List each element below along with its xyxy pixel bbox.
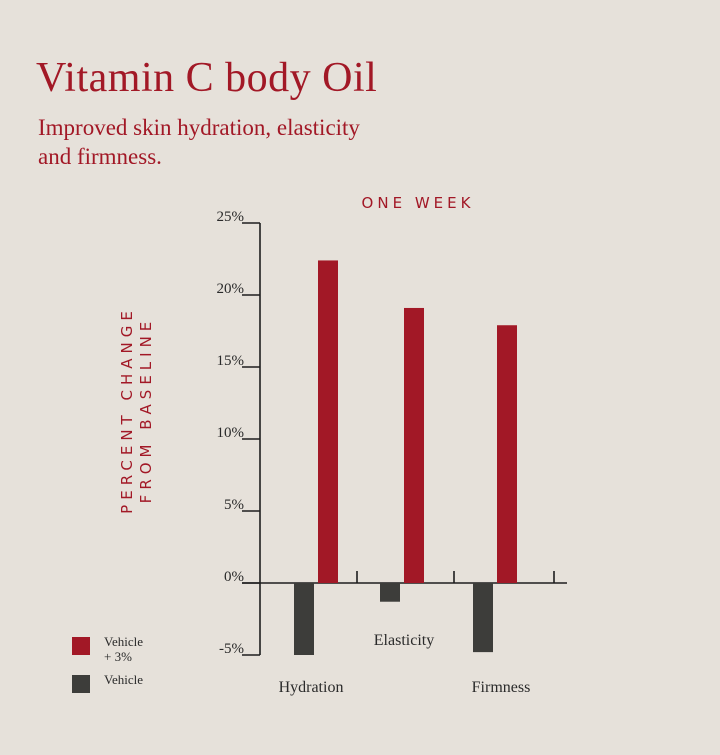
y-tick-label: -5% — [219, 641, 244, 657]
bar-hydration-vehicle — [294, 583, 314, 655]
legend-swatch-vehicle-3pct — [72, 637, 90, 655]
legend-label-vehicle: Vehicle — [104, 672, 143, 687]
x-category-label-elasticity: Elasticity — [374, 632, 434, 649]
y-tick-label: 5% — [224, 497, 244, 513]
bar-firmness-vehicle-3pct — [497, 325, 517, 583]
bar-elasticity-vehicle-3pct — [404, 307, 424, 583]
legend-label-vehicle-3pct: Vehicle + 3% — [104, 634, 143, 664]
bar-elasticity-vehicle — [380, 583, 400, 602]
x-category-label-hydration: Hydration — [279, 679, 344, 696]
chart-subtitle: Improved skin hydration, elasticity and … — [38, 115, 360, 169]
y-tick-label: 20% — [217, 281, 245, 297]
legend-item-vehicle: Vehicle — [72, 672, 174, 693]
y-tick-label: 15% — [217, 353, 245, 369]
chart-title: Vitamin C body Oil — [36, 55, 378, 101]
legend-item-vehicle-3pct: Vehicle + 3% — [72, 634, 174, 664]
bar-hydration-vehicle-3pct — [318, 260, 338, 583]
y-tick-label: 0% — [224, 569, 244, 585]
y-tick-label: 25% — [217, 209, 245, 225]
legend-swatch-vehicle — [72, 675, 90, 693]
bar-firmness-vehicle — [473, 583, 493, 653]
chart-subtitle-one-week: ONE WEEK — [362, 194, 475, 212]
x-category-label-firmness: Firmness — [472, 679, 531, 696]
y-tick-label: 10% — [217, 425, 245, 441]
